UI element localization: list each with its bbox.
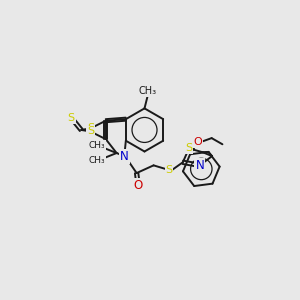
Text: CH₃: CH₃ (88, 141, 105, 150)
Text: N: N (195, 159, 204, 172)
Text: O: O (194, 137, 202, 147)
Text: S: S (165, 165, 172, 175)
Text: CH₃: CH₃ (88, 156, 105, 165)
Text: S: S (87, 127, 94, 136)
Text: CH₃: CH₃ (139, 86, 157, 96)
Text: S: S (68, 112, 75, 123)
Text: O: O (134, 179, 143, 192)
Text: S: S (87, 123, 94, 134)
Text: N: N (120, 150, 129, 163)
Text: S: S (185, 143, 193, 153)
